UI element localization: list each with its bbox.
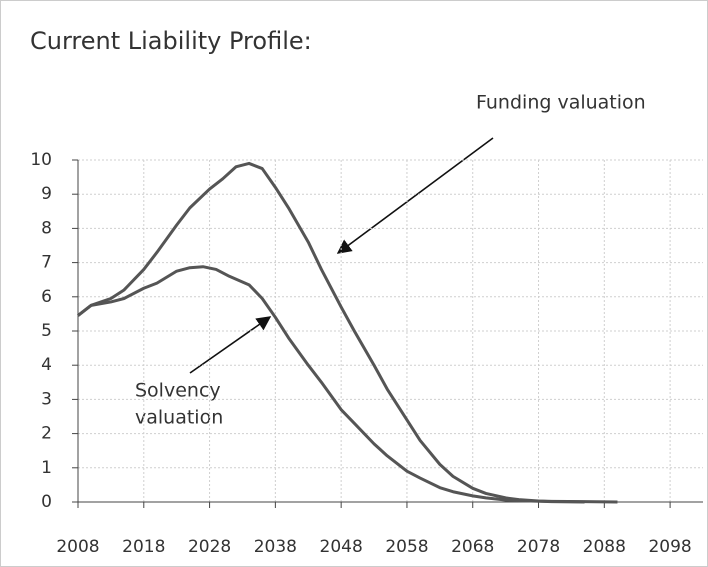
y-tick-label: 5 (41, 321, 52, 341)
y-tick-label: 9 (41, 184, 52, 204)
x-tick-label: 2068 (451, 537, 494, 557)
y-tick-label: 2 (41, 424, 52, 444)
x-tick-label: 2048 (320, 537, 363, 557)
y-tick-label: 3 (41, 389, 52, 409)
annotation-arrow (336, 137, 494, 254)
x-tick-label: 2058 (385, 537, 428, 557)
x-tick-label: 2028 (188, 537, 231, 557)
annotation: Solvency (135, 380, 221, 402)
x-tick-label: 2008 (56, 537, 99, 557)
y-tick-label: 1 (41, 458, 52, 478)
series-line (77, 265, 585, 504)
plot: 0 1 2 3 4 5 6 7 8 9 10 2008 2018 2028 2038 2048 2058 2068… (30, 150, 703, 557)
y-tick-label: 4 (41, 355, 52, 375)
annotation-arrow (189, 316, 272, 374)
annotation: Funding valuation (476, 92, 646, 114)
annotation: valuation (135, 407, 223, 429)
x-tick-label: 2038 (254, 537, 297, 557)
y-tick-label: 6 (41, 287, 52, 307)
series-line (77, 161, 618, 504)
x-tick-label: 2098 (648, 537, 691, 557)
y-tick-label: 0 (41, 492, 52, 512)
chart-title: Current Liability Profile: (30, 27, 312, 55)
y-tick-label: 7 (41, 253, 52, 273)
y-tick-label: 8 (41, 218, 52, 238)
x-tick-label: 2018 (122, 537, 165, 557)
x-tick-label: 2078 (517, 537, 560, 557)
y-tick-label: 10 (30, 150, 52, 170)
x-tick-label: 2088 (583, 537, 626, 557)
